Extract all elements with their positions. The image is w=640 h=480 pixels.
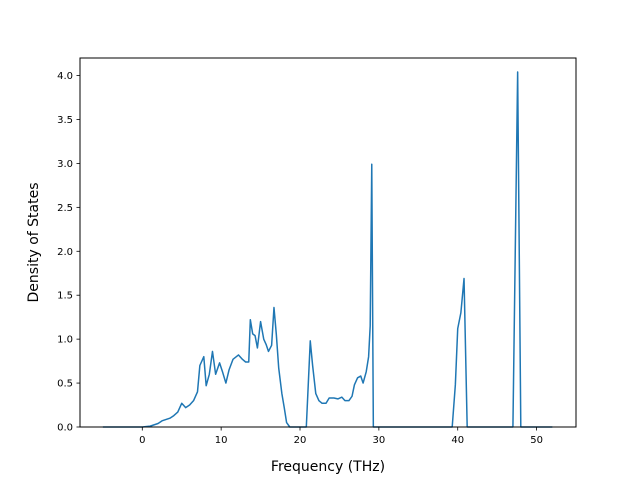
x-axis-title: Frequency (THz) <box>271 459 385 475</box>
y-axis: 0.0 0.5 1.0 1.5 2.0 2.5 3.0 3.5 4.0 <box>57 71 80 434</box>
x-tick-label: 30 <box>372 435 385 446</box>
y-tick-label: 1.0 <box>57 335 73 346</box>
x-tick-label: 0 <box>139 435 145 446</box>
dos-series-line-0 <box>102 71 553 428</box>
y-tick-label: 2.0 <box>57 247 73 258</box>
plot-area <box>102 71 553 428</box>
x-tick-label: 50 <box>530 435 543 446</box>
y-axis-title: Density of States <box>26 183 42 303</box>
y-tick-label: 0.0 <box>57 423 73 434</box>
x-tick-label: 10 <box>215 435 228 446</box>
y-tick-label: 0.5 <box>57 379 73 390</box>
x-tick-label: 20 <box>294 435 307 446</box>
y-tick-label: 2.5 <box>57 203 73 214</box>
x-axis: 0 10 20 30 40 50 <box>139 427 543 446</box>
y-tick-label: 1.5 <box>57 291 73 302</box>
x-tick-label: 40 <box>451 435 464 446</box>
y-tick-label: 4.0 <box>57 71 73 82</box>
y-tick-label: 3.5 <box>57 115 73 126</box>
axes-frame <box>79 57 577 428</box>
y-tick-label: 3.0 <box>57 159 73 170</box>
